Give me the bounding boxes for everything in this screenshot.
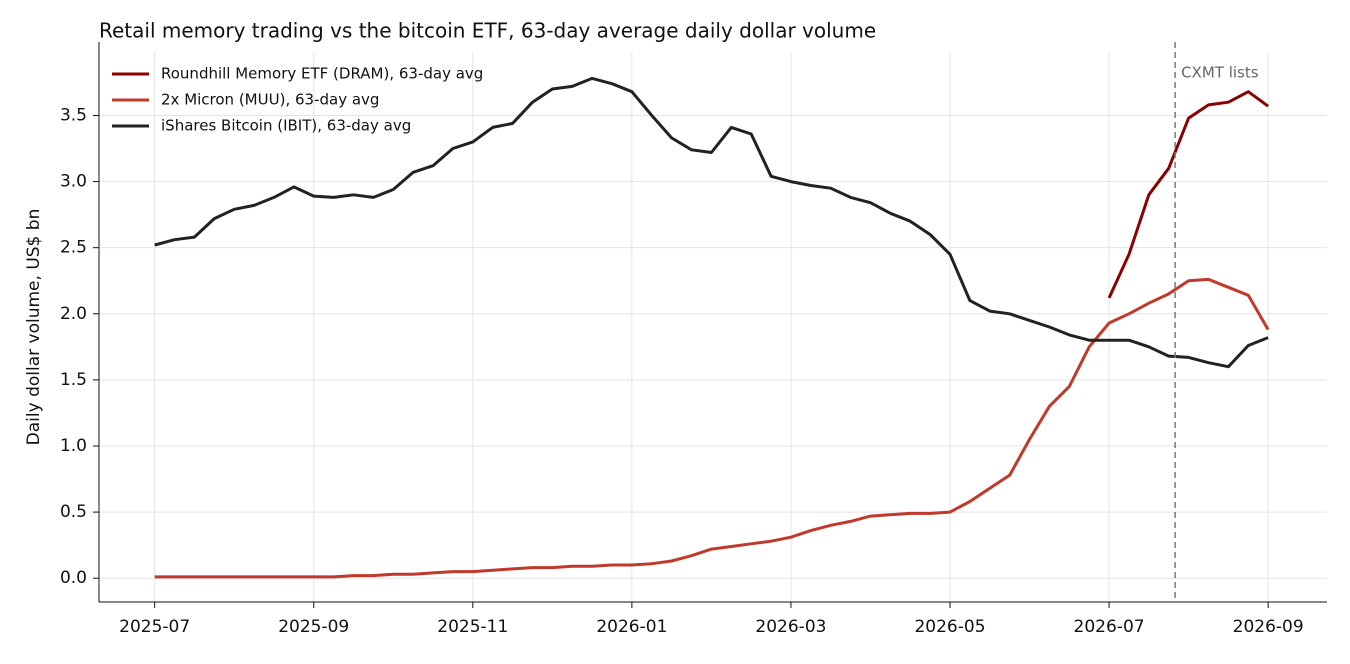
y-tick-label: 3.0 (60, 172, 87, 192)
x-tick-label: 2025-09 (278, 617, 349, 637)
y-axis-label: Daily dollar volume, US$ bn (24, 209, 44, 446)
x-tick-label: 2026-01 (596, 617, 667, 637)
legend-label: 2x Micron (MUU), 63-day avg (161, 91, 379, 109)
x-tick-label: 2025-07 (119, 617, 190, 637)
legend-label: Roundhill Memory ETF (DRAM), 63-day avg (161, 65, 483, 83)
x-tick-label: 2026-07 (1074, 617, 1145, 637)
y-tick-label: 1.5 (60, 370, 87, 390)
x-tick-label: 2026-09 (1233, 617, 1304, 637)
x-tick-label: 2026-03 (755, 617, 826, 637)
legend-label: iShares Bitcoin (IBIT), 63-day avg (161, 117, 411, 135)
x-tick-label: 2026-05 (914, 617, 985, 637)
series-line (1107, 90, 1269, 299)
y-tick-label: 2.0 (60, 304, 87, 324)
x-tick-label: 2025-11 (437, 617, 508, 637)
y-tick-label: 0.0 (60, 568, 87, 588)
series-line (154, 277, 1270, 579)
y-tick-label: 1.0 (60, 436, 87, 456)
series-line (154, 76, 1269, 369)
event-label: CXMT lists (1181, 64, 1259, 82)
y-tick-label: 2.5 (60, 238, 87, 258)
y-tick-label: 3.5 (60, 105, 87, 125)
chart-title: Retail memory trading vs the bitcoin ETF… (99, 19, 876, 43)
y-tick-label: 0.5 (60, 502, 87, 522)
